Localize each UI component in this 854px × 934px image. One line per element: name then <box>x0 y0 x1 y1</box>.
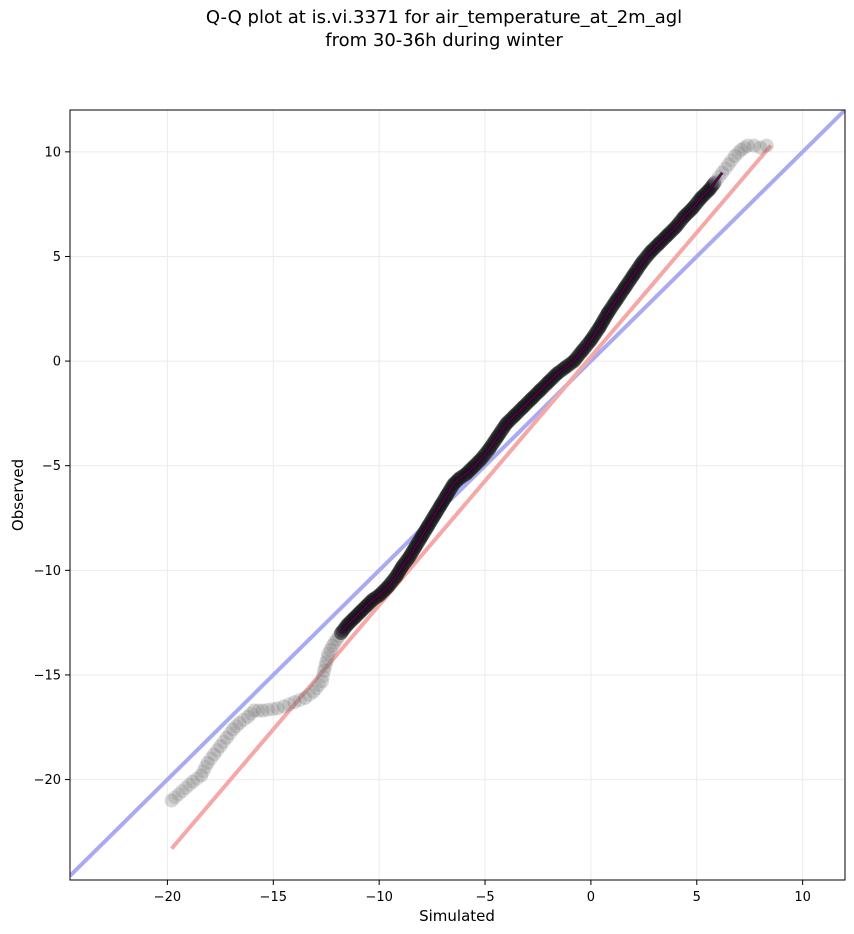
quantile-point <box>194 768 209 783</box>
x-tick-label: 10 <box>794 890 811 905</box>
quantile-point <box>244 706 259 721</box>
quantile-point <box>232 716 247 731</box>
quantile-point <box>164 793 179 808</box>
x-axis-ticks: −20 −15 −10 −5 0 5 10 <box>154 880 811 905</box>
chart-title-line-2: from 30-36h during winter <box>325 30 563 51</box>
quantile-point <box>236 712 251 727</box>
x-tick-label: −5 <box>475 890 494 905</box>
quantile-point <box>182 777 197 792</box>
quantile-point <box>185 774 200 789</box>
quantile-point <box>198 760 213 775</box>
quantile-point <box>203 751 218 766</box>
quantile-point <box>175 784 190 799</box>
quantile-point <box>734 142 749 157</box>
quantile-point <box>727 149 742 164</box>
reference-lines <box>70 110 845 878</box>
quantile-point <box>206 747 221 762</box>
quantile-point <box>171 787 186 802</box>
quantile-point <box>737 140 752 155</box>
x-tick-label: 5 <box>693 890 701 905</box>
y-tick-label: −5 <box>42 459 61 474</box>
quantile-point <box>325 638 340 653</box>
y-tick-label: −10 <box>34 564 61 579</box>
quantile-point <box>292 693 307 708</box>
y-tick-label: 0 <box>53 355 61 370</box>
quantile-point <box>306 684 321 699</box>
x-tick-label: 0 <box>587 890 595 905</box>
quantile-point <box>724 153 739 168</box>
quantile-point <box>320 651 335 666</box>
y-tick-label: 10 <box>44 145 61 160</box>
chart-title: Q-Q plot at is.vi.3371 for air_temperatu… <box>0 6 854 52</box>
quantile-point <box>318 659 333 674</box>
quantile-point <box>229 719 244 734</box>
quantile-point <box>196 764 211 779</box>
y-axis-ticks: −20 −15 −10 −5 0 5 10 <box>34 145 70 788</box>
quantile-point <box>731 145 746 160</box>
quantile-point <box>213 739 228 754</box>
quantile-point <box>312 677 327 692</box>
quantile-point <box>276 699 291 714</box>
quantile-point <box>270 701 285 716</box>
quantile-point <box>319 655 334 670</box>
quantile-point <box>260 702 275 717</box>
quantile-point <box>168 790 183 805</box>
quantile-point <box>287 695 302 710</box>
quantile-point <box>240 709 255 724</box>
quantile-point <box>222 726 237 741</box>
quantile-point <box>298 690 313 705</box>
fit-line <box>170 144 773 850</box>
quantile-point <box>190 771 205 786</box>
quantile-point <box>302 687 317 702</box>
y-tick-label: 5 <box>53 250 61 265</box>
y-tick-label: −15 <box>34 668 61 683</box>
quantile-point <box>740 138 755 153</box>
identity-line <box>70 110 845 878</box>
quantile-point <box>247 703 262 718</box>
y-tick-label: −20 <box>34 773 61 788</box>
quantile-point <box>718 161 733 176</box>
quantile-point <box>265 702 280 717</box>
quantile-point <box>255 703 270 718</box>
x-tick-label: −20 <box>154 890 181 905</box>
quantile-point <box>200 755 215 770</box>
quantile-point <box>309 681 324 696</box>
quantile-curves <box>339 171 724 635</box>
quantile-point <box>321 647 336 662</box>
quantile-point <box>219 730 234 745</box>
x-tick-label: −10 <box>365 890 392 905</box>
quantile-point <box>721 157 736 172</box>
quantile-point <box>317 663 332 678</box>
x-tick-label: −15 <box>260 890 287 905</box>
quantile-point <box>759 138 774 153</box>
quantile-point <box>251 703 266 718</box>
quantile-point <box>314 674 329 689</box>
quantile-point <box>178 780 193 795</box>
x-axis-label: Simulated <box>419 907 495 925</box>
quantile-point <box>753 140 768 155</box>
quantile-point <box>316 668 331 683</box>
grid-lines <box>70 110 845 880</box>
quantile-curve-red <box>340 172 723 634</box>
quantile-point <box>226 722 241 737</box>
quantile-point <box>210 743 225 758</box>
quantile-point <box>746 138 761 153</box>
quantile-point <box>282 697 297 712</box>
plot-frame <box>69 109 846 881</box>
quantile-point <box>323 642 338 657</box>
quantile-point <box>216 734 231 749</box>
chart-title-line-1: Q-Q plot at is.vi.3371 for air_temperatu… <box>205 7 683 28</box>
y-axis-label: Observed <box>9 459 27 531</box>
